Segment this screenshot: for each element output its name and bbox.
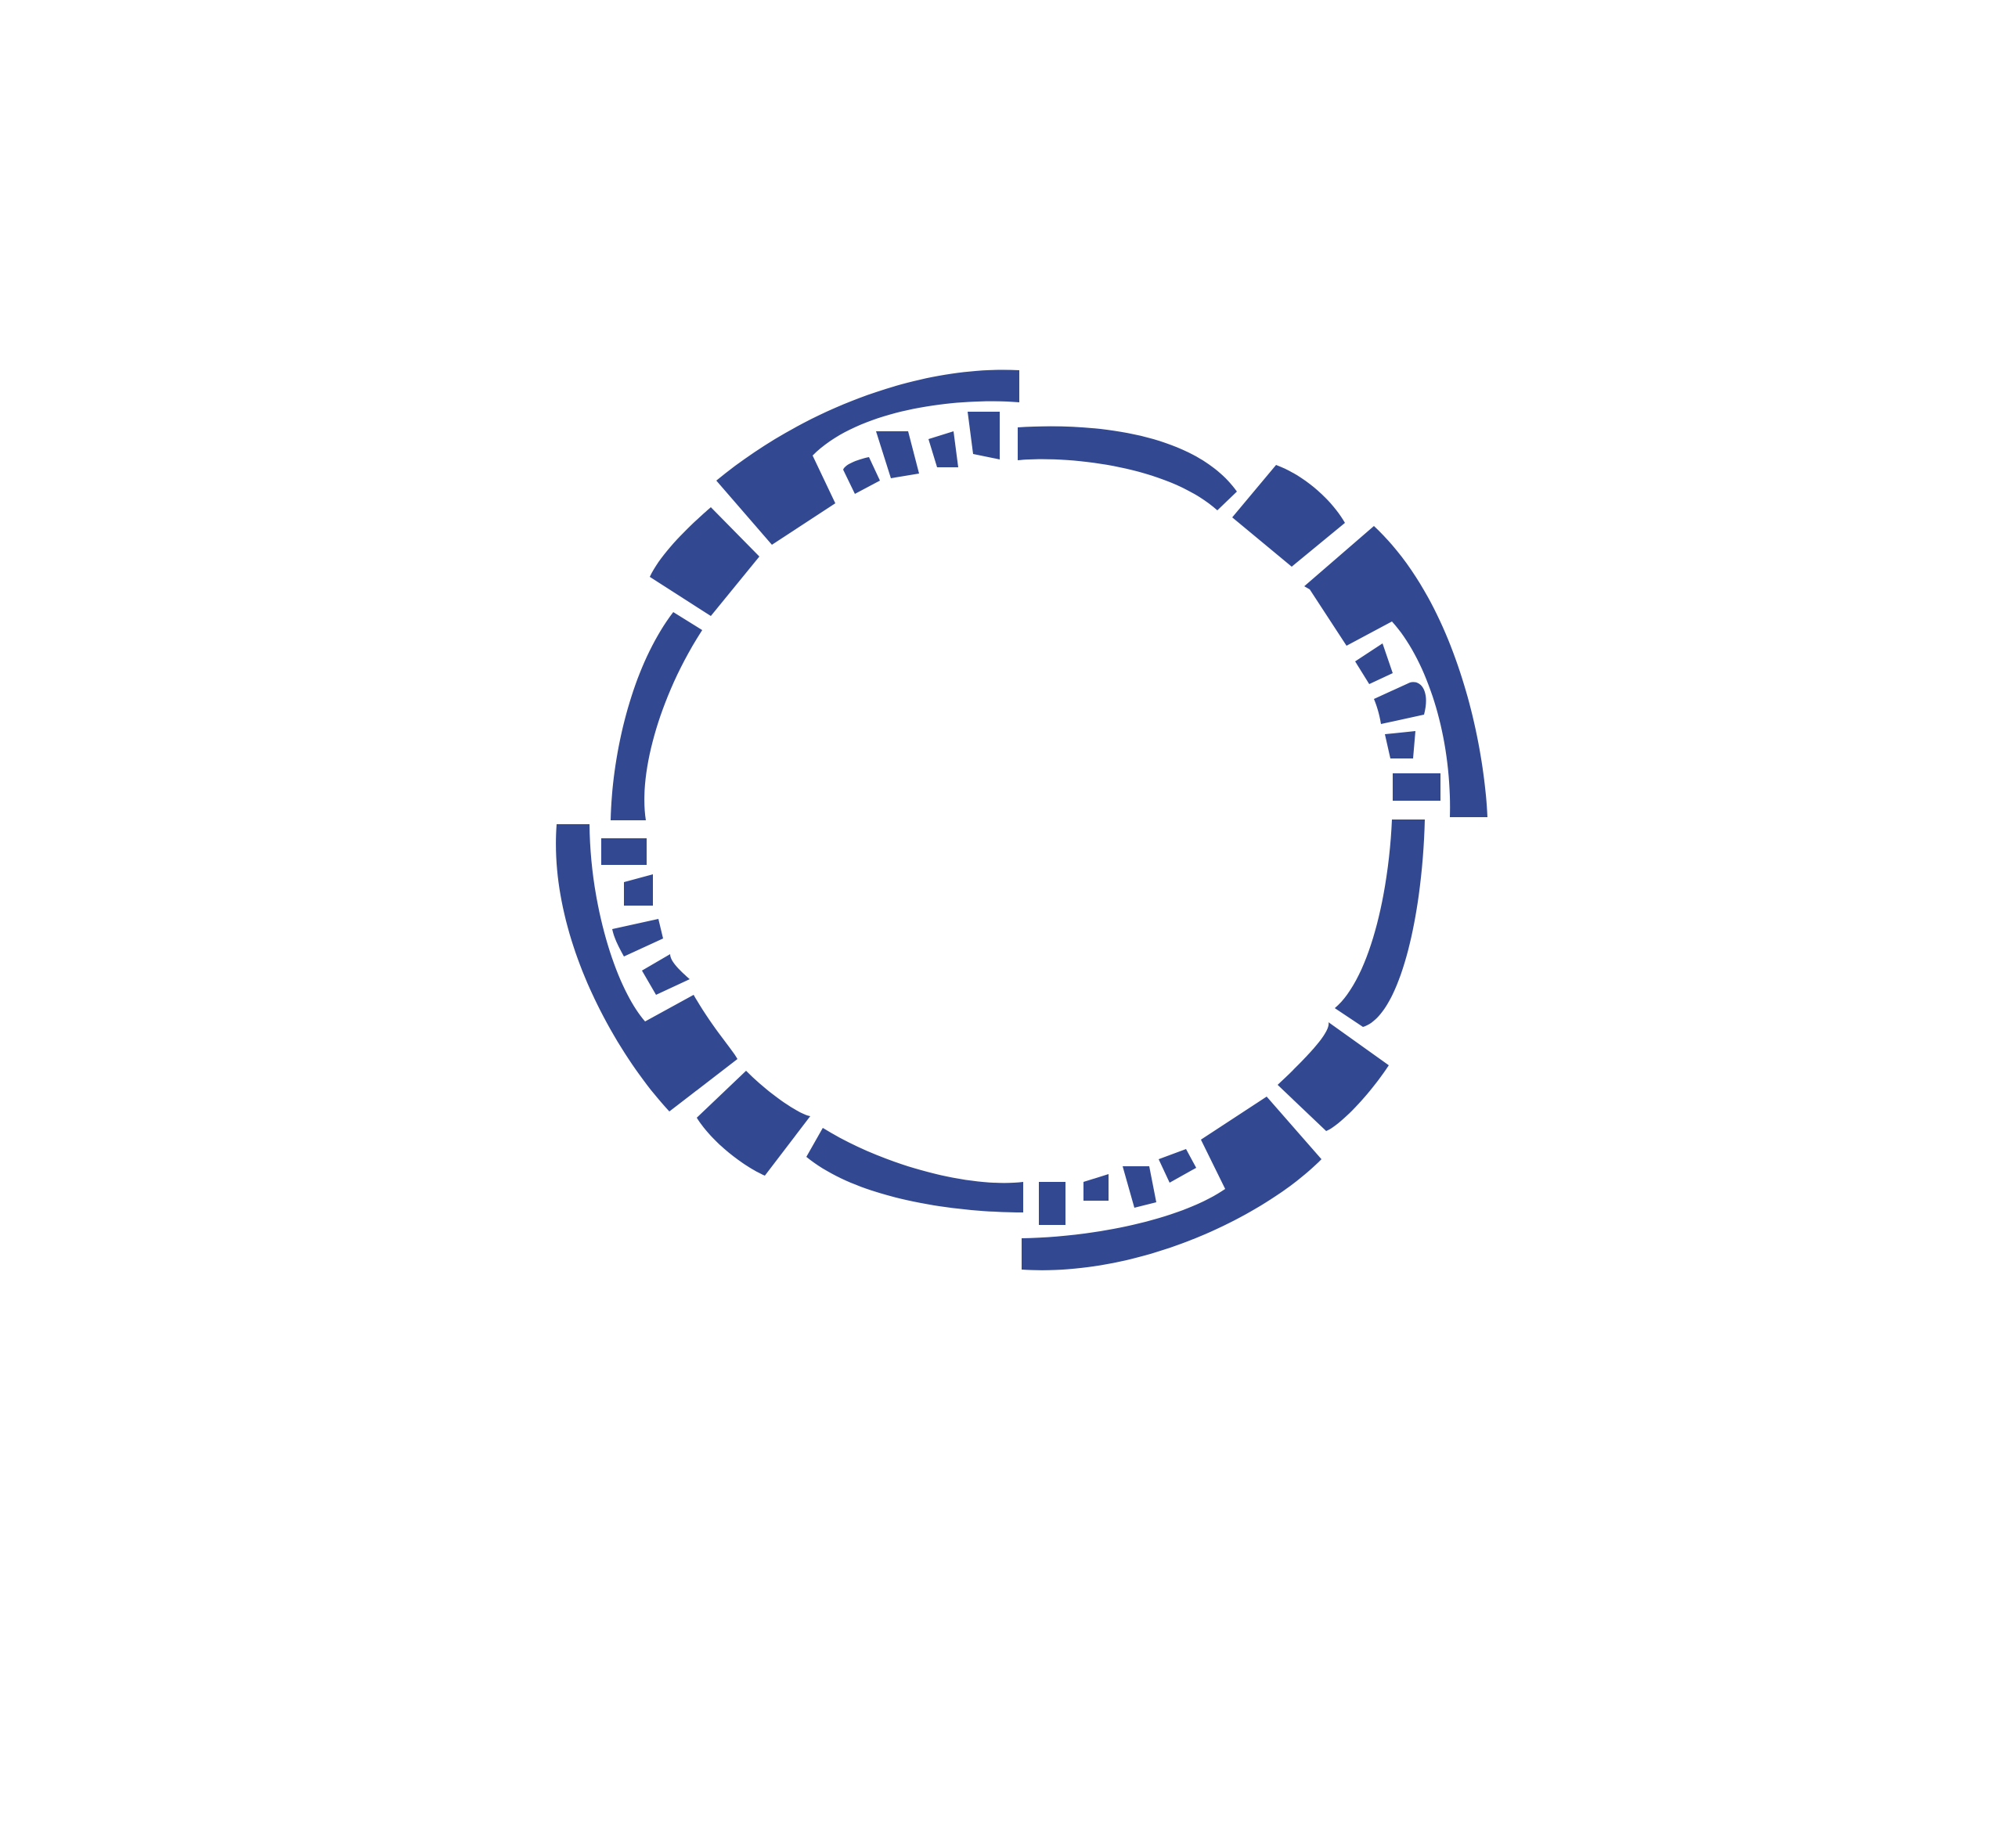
ring-segment: [697, 1071, 810, 1176]
ring-segment: [806, 1128, 1023, 1212]
ring-segment: [556, 824, 737, 1111]
ring-segment: [611, 612, 702, 820]
ring-segment: [968, 412, 1000, 459]
ring-segment: [1335, 820, 1425, 1027]
ring-segment: [1355, 643, 1393, 684]
ring-segment: [1083, 1174, 1109, 1201]
ring-segment: [1393, 773, 1440, 801]
ring-segment: [1123, 1166, 1156, 1208]
ring-segment: [1304, 526, 1487, 817]
ring-segment: [716, 369, 1019, 545]
ring-segment: [1039, 1182, 1065, 1225]
ring-segment: [1232, 465, 1345, 567]
ring-segment: [624, 874, 653, 906]
ring-segment: [843, 457, 880, 494]
ring-segment: [1278, 1022, 1389, 1131]
ring-segment: [1018, 426, 1237, 510]
logo-shapes: [556, 369, 1487, 1270]
ring-segment: [612, 919, 663, 956]
ring-segment: [1385, 731, 1415, 758]
ring-segment: [601, 838, 647, 865]
ring-segment: [650, 507, 759, 616]
ring-segment: [1022, 1097, 1321, 1270]
ring-segment: [642, 954, 690, 995]
ring-segment: [1159, 1149, 1196, 1183]
ring-segment: [1374, 682, 1426, 724]
ring-segment: [876, 431, 919, 478]
ring-segment: [928, 431, 958, 467]
